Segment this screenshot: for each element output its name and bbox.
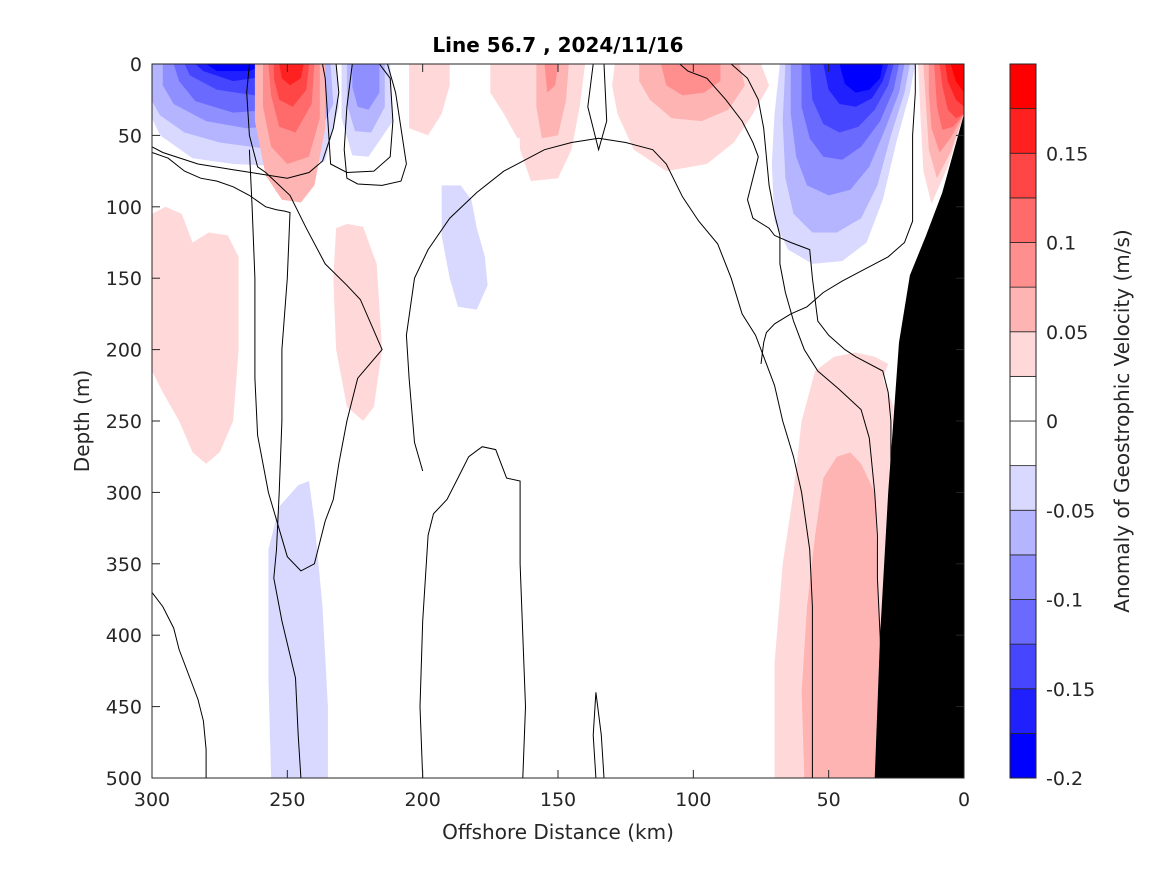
anomaly-region-11 xyxy=(279,64,304,86)
colorbar-block-2 xyxy=(1009,643,1037,690)
colorbar-frame xyxy=(1009,63,1037,779)
zero-contour-8 xyxy=(592,692,605,778)
colorbar-label: Anomaly of Geostrophic Velocity (m/s) xyxy=(1110,229,1134,612)
x-tick-label: 200 xyxy=(405,789,441,811)
anomaly-region-14 xyxy=(352,64,380,110)
x-axis-ticks: 300 250 200 150 100 50 0 xyxy=(134,64,970,811)
x-tick-label: 250 xyxy=(269,789,305,811)
zero-contour-2 xyxy=(152,592,207,778)
bathymetry xyxy=(874,114,964,778)
anomaly-region-26 xyxy=(660,64,721,96)
colorbar-block-8 xyxy=(1009,375,1037,422)
anomaly-region-19 xyxy=(409,64,450,136)
y-tick-label: 500 xyxy=(106,768,142,790)
filled-contours xyxy=(152,64,964,778)
colorbar-block-13 xyxy=(1009,152,1037,199)
x-tick-label: 100 xyxy=(675,789,711,811)
colorbar-block-1 xyxy=(1009,688,1037,734)
colorbar-block-15 xyxy=(1009,63,1037,110)
zero-contour-5 xyxy=(246,64,383,572)
x-tick-label: 0 xyxy=(958,789,970,811)
x-axis-label: Offshore Distance (km) xyxy=(442,820,674,844)
zero-contour-7 xyxy=(405,137,813,778)
y-tick-label: 250 xyxy=(106,411,142,433)
zero-contour-6 xyxy=(419,446,527,778)
zero-contour-0 xyxy=(152,152,302,778)
anomaly-region-6 xyxy=(206,64,266,72)
colorbar-blocks xyxy=(1009,63,1037,779)
colorbar-block-0 xyxy=(1009,732,1037,779)
colorbar-block-3 xyxy=(1009,599,1037,645)
chart-title: Line 56.7 , 2024/11/16 xyxy=(432,33,683,57)
x-tick-label: 150 xyxy=(540,789,576,811)
colorbar-block-12 xyxy=(1009,197,1037,243)
colorbar-block-4 xyxy=(1009,554,1037,600)
colorbar-tick-label: -0.2 xyxy=(1046,768,1083,790)
colorbar-block-7 xyxy=(1009,420,1037,467)
x-tick-label: 50 xyxy=(817,789,841,811)
y-tick-label: 100 xyxy=(106,197,142,219)
colorbar-tick-label: -0.05 xyxy=(1046,500,1095,522)
y-axis-ticks: 0 50 100 150 200 250 300 350 400 450 500 xyxy=(106,54,964,790)
anomaly-region-18 xyxy=(268,481,328,778)
colorbar-block-14 xyxy=(1009,108,1037,154)
anomaly-region-17 xyxy=(441,185,488,310)
y-tick-label: 150 xyxy=(106,268,142,290)
colorbar-block-5 xyxy=(1009,509,1037,556)
colorbar-tick-label: -0.1 xyxy=(1046,590,1083,612)
y-tick-label: 350 xyxy=(106,554,142,576)
colorbar-block-11 xyxy=(1009,242,1037,288)
zero-contour-9 xyxy=(587,64,608,152)
zero-contour-4 xyxy=(343,64,407,186)
anomaly-region-23 xyxy=(544,64,558,93)
y-tick-label: 50 xyxy=(118,125,142,147)
anomaly-region-33 xyxy=(839,64,883,93)
colorbar-block-10 xyxy=(1009,286,1037,333)
colorbar-tick-label: 0.1 xyxy=(1046,233,1076,255)
anomaly-region-40 xyxy=(950,64,964,93)
seafloor-shape xyxy=(874,114,964,778)
colorbar-tick-label: 0.05 xyxy=(1046,322,1088,344)
zero-contour-12 xyxy=(760,64,916,364)
colorbar-tick-label: 0 xyxy=(1046,411,1058,433)
colorbar-block-9 xyxy=(1009,331,1037,377)
colorbar: 0.15 0.1 0.05 0 -0.05 -0.1 -0.15 -0.2 Anomaly o… xyxy=(1009,63,1134,790)
anomaly-region-16 xyxy=(333,223,383,421)
zero-contour-3 xyxy=(322,64,394,174)
colorbar-block-6 xyxy=(1009,465,1037,511)
colorbar-tick-label: 0.15 xyxy=(1046,143,1088,165)
zero-contour-11 xyxy=(730,64,886,778)
x-tick-label: 300 xyxy=(134,789,170,811)
zero-contour-1 xyxy=(152,64,340,179)
plot-area: 300 250 200 150 100 50 0 050100150200250300350… xyxy=(106,54,970,811)
y-tick-label: 300 xyxy=(106,482,142,504)
y-tick-label: 0 xyxy=(130,54,142,76)
anomaly-region-42 xyxy=(801,452,881,778)
anomaly-region-15 xyxy=(152,206,239,464)
colorbar-ticks: 0.15 0.1 0.05 0 -0.05 -0.1 -0.15 -0.2 xyxy=(1046,143,1095,790)
y-axis-label: Depth (m) xyxy=(70,370,94,472)
anomaly-region-22 xyxy=(536,64,569,139)
y-tick-label: 200 xyxy=(106,340,142,362)
y-tick-label: 400 xyxy=(106,625,142,647)
y-tick-label: 450 xyxy=(106,697,142,719)
colorbar-tick-label: -0.15 xyxy=(1046,679,1095,701)
